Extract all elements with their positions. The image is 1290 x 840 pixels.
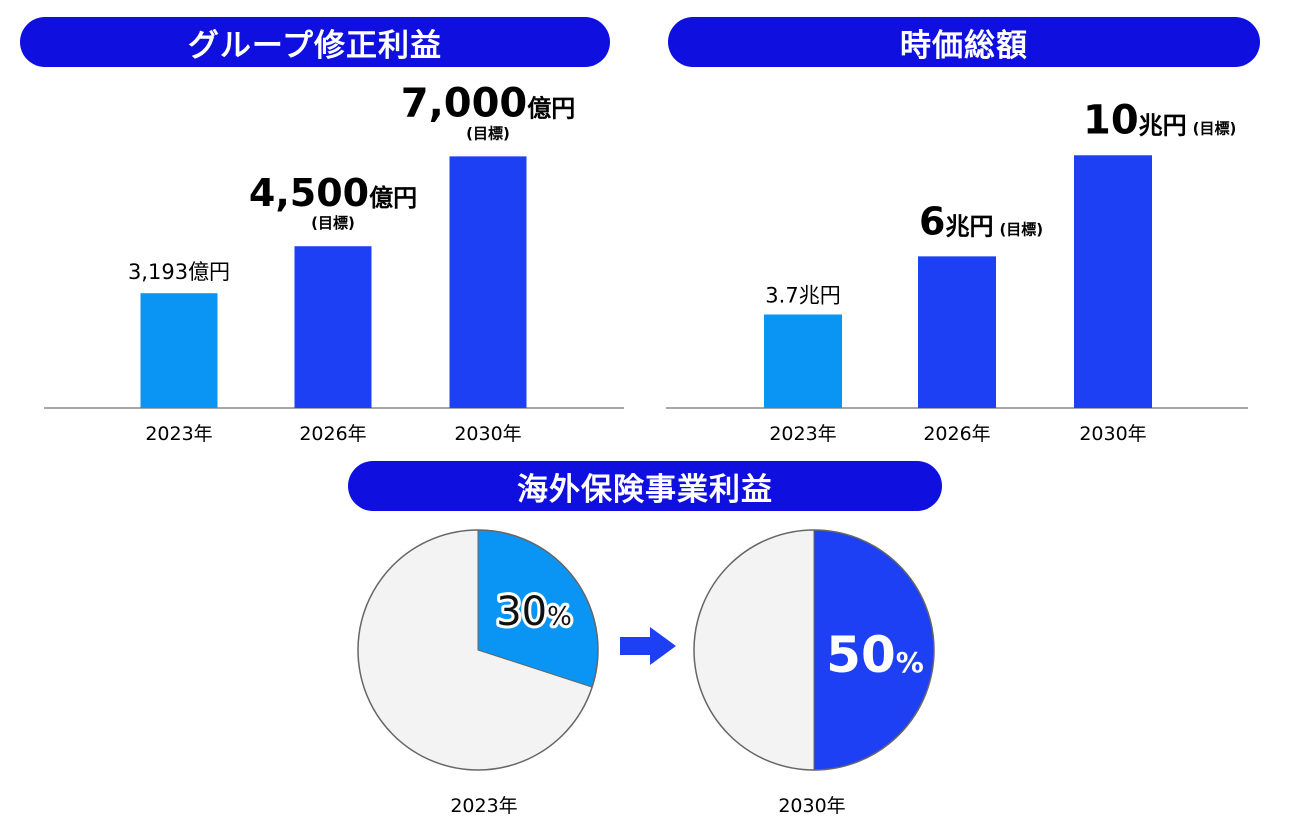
bar-2023 [764, 314, 842, 408]
value-label-2023: 3,193億円 [128, 260, 230, 284]
category-label-2026: 2026年 [299, 423, 366, 445]
header-market-cap: 時価総額 [668, 17, 1260, 67]
value-label-2023: 3.7兆円 [765, 283, 840, 307]
category-label-2030: 2030年 [1079, 423, 1146, 445]
pie-chart-2030: 50% 2030年 [693, 529, 935, 817]
value-label-2030: 7,000億円 [401, 80, 576, 126]
bar-2030 [449, 156, 527, 408]
arrow-icon [620, 627, 676, 665]
category-label-2030: 2030年 [454, 423, 521, 445]
pie-value-label: 50% [826, 626, 924, 684]
header-group-profit: グループ修正利益 [20, 17, 610, 67]
bar-2030 [1074, 155, 1152, 408]
category-label-2023: 2023年 [769, 423, 836, 445]
pie-year-label: 2023年 [450, 795, 517, 817]
value-label-2026: 4,500億円 [249, 171, 417, 215]
pie-value-label: 30% [496, 589, 572, 635]
target-note-2030: (目標) [466, 124, 510, 142]
header-overseas-profit: 海外保険事業利益 [348, 461, 942, 511]
bar-2026 [294, 246, 372, 408]
pie-outline [693, 529, 935, 771]
value-label-2030: 10兆円 (目標) [1083, 97, 1236, 143]
bar-chart-market-cap: 2023年 2026年 2030年 3.7兆円 6兆円 (目標) 10兆円 (目標) [666, 97, 1248, 445]
category-label-2023: 2023年 [145, 423, 212, 445]
bar-2026 [918, 256, 996, 408]
value-label-2026: 6兆円 (目標) [919, 199, 1043, 243]
category-label-2026: 2026年 [923, 423, 990, 445]
bar-chart-group-profit: 2023年 2026年 2030年 3,193億円 4,500億円 (目標) 7… [44, 80, 624, 445]
pie-chart-2023: 30% 2023年 [357, 529, 599, 817]
target-note-2026: (目標) [311, 214, 355, 232]
pie-year-label: 2030年 [778, 795, 845, 817]
pie-outline [357, 529, 599, 771]
bar-2023 [140, 293, 218, 408]
